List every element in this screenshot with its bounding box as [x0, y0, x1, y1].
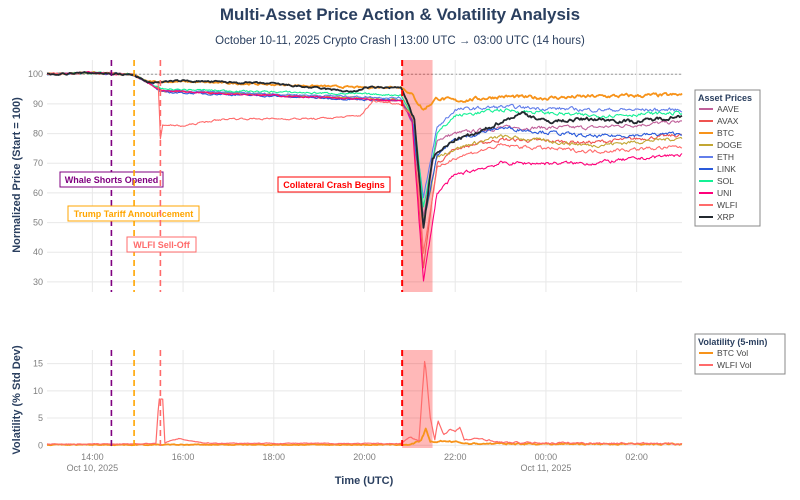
- x-tick: 00:00: [535, 452, 558, 462]
- price-legend-title: Asset Prices: [698, 93, 752, 103]
- price-line-uni: [46, 70, 683, 282]
- event-annotation-box: [67, 205, 200, 222]
- price-line-xrp: [46, 71, 683, 229]
- price-legend-item: ETH: [717, 152, 734, 162]
- price-legend-item: LINK: [717, 164, 736, 174]
- chart-title: Multi-Asset Price Action & Volatility An…: [220, 5, 580, 24]
- price-y-tick: 40: [33, 247, 43, 257]
- event-markers: Whale Shorts Opened Trump Tariff Announce…: [59, 60, 404, 448]
- price-y-tick: 100: [28, 69, 43, 79]
- x-tick: 18:00: [263, 452, 286, 462]
- price-y-tick: 70: [33, 158, 43, 168]
- price-line-eth: [46, 71, 683, 199]
- vol-y-tick: 15: [33, 359, 43, 369]
- price-y-axis-title: Normalized Price (Start = 100): [11, 97, 23, 253]
- event-annotation-label: WLFI Sell-Off: [133, 240, 190, 250]
- price-y-tick: 60: [33, 188, 43, 198]
- price-legend-item: XRP: [717, 212, 735, 222]
- volatility-legend: Volatility (5-min)BTC Vol WLFI Vol: [694, 333, 786, 375]
- price-legend-item: SOL: [717, 176, 734, 186]
- x-tick-date: Oct 11, 2025: [520, 463, 571, 473]
- vol-legend-item: BTC Vol: [717, 348, 748, 358]
- event-annotation-label: Trump Tariff Announcement: [74, 209, 194, 219]
- event-annotation-label: Whale Shorts Opened: [65, 175, 159, 185]
- price-y-tick: 30: [33, 277, 43, 287]
- vol-y-tick: 10: [33, 386, 43, 396]
- vol-y-tick: 0: [38, 440, 43, 450]
- vol-line-wlfi-vol: [46, 360, 683, 446]
- price-y-tick: 90: [33, 99, 43, 109]
- series-lines: [46, 70, 683, 447]
- vol-y-tick: 5: [38, 413, 43, 423]
- vol-legend-item: WLFI Vol: [717, 360, 752, 370]
- price-legend-item: WLFI: [717, 200, 737, 210]
- event-annotation-box: [59, 171, 164, 188]
- price-y-tick: 50: [33, 218, 43, 228]
- event-annotation-box: [126, 236, 197, 253]
- price-legend-item: AAVE: [717, 104, 739, 114]
- x-tick-date: Oct 10, 2025: [67, 463, 119, 473]
- vol-y-axis-title: Volatility (% Std Dev): [11, 345, 23, 455]
- price-legend-item: DOGE: [717, 140, 742, 150]
- vol-line-btc-vol: [46, 427, 683, 447]
- price-legend-item: UNI: [717, 188, 732, 198]
- price-y-tick: 80: [33, 129, 43, 139]
- vol-legend-title: Volatility (5-min): [698, 337, 767, 347]
- event-annotation-box: [277, 176, 391, 193]
- x-tick: 22:00: [444, 452, 467, 462]
- x-tick: 16:00: [172, 452, 195, 462]
- x-tick: 02:00: [625, 452, 648, 462]
- x-tick: 14:00: [81, 452, 104, 462]
- chart-subtitle: October 10-11, 2025 Crypto Crash | 13:00…: [215, 35, 585, 47]
- price-legend-item: AVAX: [717, 116, 739, 126]
- x-tick: 20:00: [353, 452, 376, 462]
- event-annotation-label: Collateral Crash Begins: [283, 180, 385, 190]
- price-legend-item: BTC: [717, 128, 734, 138]
- x-axis-title: Time (UTC): [335, 475, 394, 487]
